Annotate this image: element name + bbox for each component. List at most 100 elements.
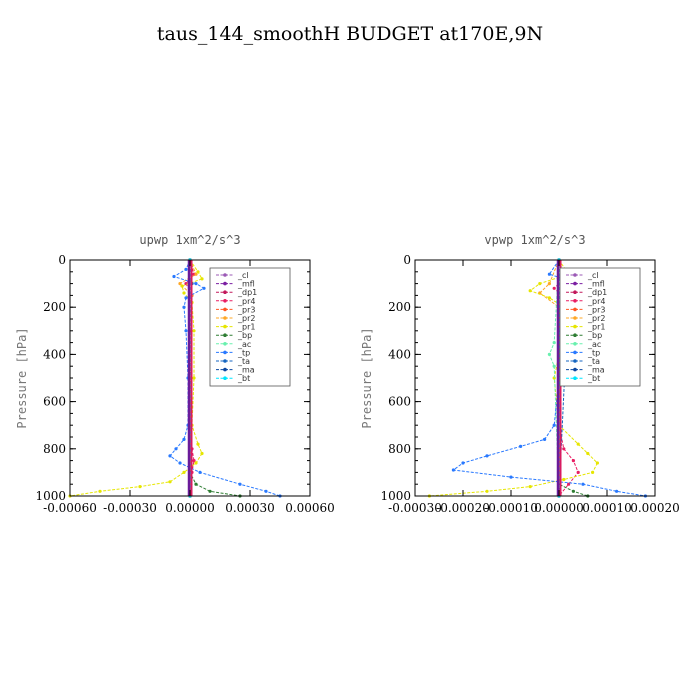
data-point — [174, 447, 178, 451]
legend-entry: _mfl — [237, 280, 255, 289]
y-axis-label: Pressure [hPa] — [360, 327, 374, 428]
data-point — [562, 447, 566, 451]
legend-entry: _pr4 — [587, 297, 605, 306]
legend-entry: _ta — [587, 357, 600, 366]
data-point — [547, 272, 552, 276]
legend-marker — [573, 290, 577, 295]
legend-marker — [573, 367, 577, 372]
figure-title: taus_144_smoothH BUDGET at170E,9N — [157, 23, 543, 45]
data-point — [192, 376, 196, 380]
legend-marker — [223, 281, 227, 286]
data-point — [192, 459, 196, 463]
y-tick-label: 1000 — [35, 489, 66, 503]
data-point — [571, 489, 576, 493]
data-point — [194, 282, 198, 286]
legend-marker — [223, 376, 227, 381]
legend-entry: _ta — [237, 357, 250, 366]
data-point — [576, 470, 580, 474]
y-axis-label: Pressure [hPa] — [15, 327, 29, 428]
legend-entry: _bp — [237, 331, 252, 340]
data-point — [576, 442, 580, 446]
x-tick-label: -0.00010 — [484, 501, 538, 515]
data-point — [182, 291, 186, 295]
data-point — [485, 454, 489, 458]
y-tick-label: 800 — [388, 442, 411, 456]
legend-marker — [223, 342, 227, 346]
legend-marker — [223, 333, 227, 338]
x-tick-label: 0.00030 — [225, 501, 275, 515]
data-point — [543, 437, 547, 441]
data-point — [238, 482, 242, 486]
data-point — [200, 277, 204, 281]
legend-entry: _ac — [237, 340, 251, 349]
y-tick-label: 200 — [388, 300, 411, 314]
data-point — [552, 364, 556, 368]
legend-entry: _tp — [587, 348, 600, 357]
data-point — [180, 284, 184, 288]
data-point — [200, 451, 204, 456]
legend-entry: _dp1 — [587, 288, 607, 297]
legend-entry: _bt — [587, 374, 600, 383]
legend-marker — [223, 307, 227, 312]
legend-entry: _tp — [237, 348, 250, 357]
data-point — [138, 485, 142, 489]
data-point — [519, 444, 523, 448]
legend-marker — [223, 273, 227, 277]
x-tick-label: -0.00030 — [103, 501, 157, 515]
legend-marker — [573, 316, 577, 320]
data-point — [552, 341, 556, 345]
x-tick-label: 0.00060 — [285, 501, 335, 515]
legend-marker — [573, 299, 577, 303]
data-point — [202, 286, 206, 290]
legend-entry: _pr3 — [587, 305, 605, 314]
x-tick-label: 0.00020 — [630, 501, 680, 515]
legend-entry: _pr1 — [237, 323, 255, 332]
data-point — [192, 329, 196, 333]
legend-marker — [573, 307, 577, 312]
legend-entry: _pr3 — [237, 305, 255, 314]
data-point — [194, 272, 198, 276]
data-point — [528, 289, 532, 293]
legend-entry: _ma — [587, 366, 605, 375]
legend-marker — [223, 367, 227, 372]
data-point — [461, 461, 465, 465]
y-tick-label: 600 — [388, 395, 411, 409]
legend-marker — [573, 281, 577, 286]
legend-entry: _pr4 — [237, 297, 255, 306]
data-point — [168, 480, 172, 484]
panel-title: upwp 1xm^2/s^3 — [139, 233, 240, 247]
y-tick-label: 200 — [43, 300, 66, 314]
y-tick-label: 0 — [403, 253, 411, 267]
legend-marker — [223, 324, 227, 329]
data-point — [586, 451, 590, 456]
legend-marker — [573, 324, 577, 329]
legend-entry: _pr1 — [587, 323, 605, 332]
data-point — [591, 470, 595, 474]
data-point — [567, 482, 571, 486]
data-point — [182, 470, 186, 474]
data-point — [451, 468, 455, 472]
data-point — [198, 470, 202, 474]
y-tick-label: 400 — [388, 347, 411, 361]
legend-entry: _cl — [237, 271, 249, 280]
data-point — [552, 423, 556, 427]
data-point — [178, 282, 182, 286]
data-point — [196, 442, 200, 446]
data-point — [552, 286, 556, 290]
legend-entry: _pr2 — [587, 314, 605, 323]
data-point — [196, 270, 200, 274]
legend-entry: _mfl — [587, 280, 605, 289]
y-tick-label: 1000 — [380, 489, 411, 503]
data-point — [168, 454, 172, 458]
legend-marker — [573, 359, 577, 363]
x-tick-label: 0.00000 — [534, 501, 584, 515]
legend-entry: _bp — [587, 331, 602, 340]
legend-entry: _ma — [237, 366, 255, 375]
y-tick-label: 0 — [58, 253, 66, 267]
vpwp-panel: vpwp 1xm^2/s^3 Pressure [hPa] 0 200 400 600 80… — [360, 233, 680, 515]
data-point — [562, 477, 566, 482]
x-tick-label: -0.00060 — [43, 501, 97, 515]
legend-marker — [223, 299, 227, 303]
data-point — [528, 485, 532, 489]
legend-marker — [223, 359, 227, 363]
